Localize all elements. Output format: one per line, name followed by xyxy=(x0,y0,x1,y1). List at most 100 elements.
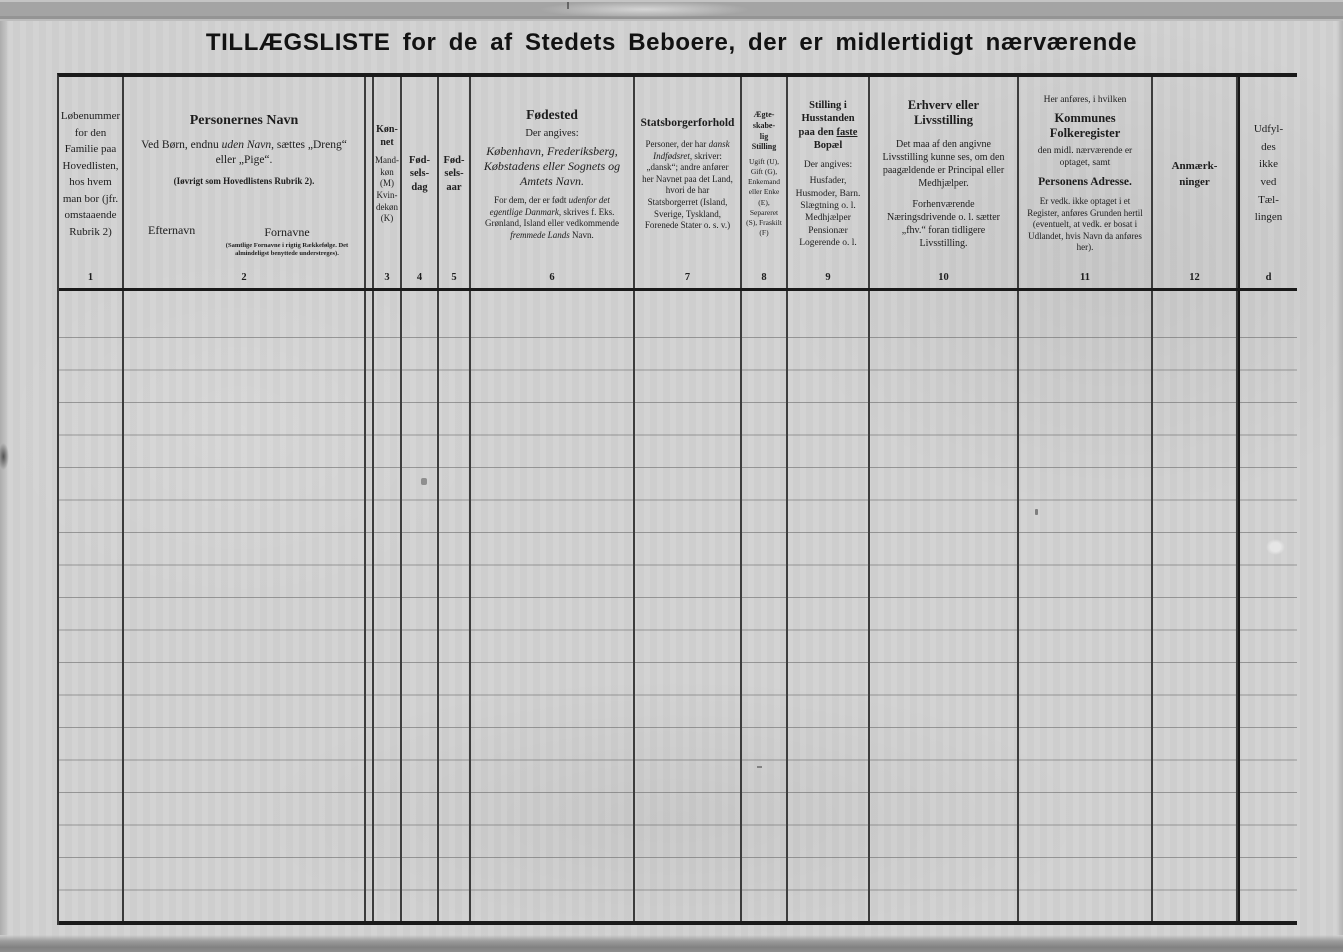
column-header-anmaerkninger: Anmærk- ninger 12 xyxy=(1153,77,1238,288)
title-line: skabe- xyxy=(752,120,776,130)
title-line: sels- xyxy=(409,168,430,180)
body-column-foedested xyxy=(471,291,635,921)
column-number: 11 xyxy=(1080,272,1090,283)
address-title: Personens Adresse. xyxy=(1038,176,1132,189)
scan-artifact-top-speck xyxy=(567,2,569,9)
body-column-koennet xyxy=(374,291,402,921)
title-underlined: faste xyxy=(836,126,858,138)
efternavn-label: Efternavn xyxy=(148,223,196,237)
scan-artifact-speck xyxy=(1035,509,1038,515)
blank-row-lines xyxy=(59,337,1297,921)
scan-edge-left xyxy=(0,21,9,935)
column-number: 1 xyxy=(87,272,94,283)
naming-rule: Ved Børn, endnu uden Navn, sættes „Dreng… xyxy=(126,138,362,168)
column-number: 4 xyxy=(416,272,423,283)
column-number: 12 xyxy=(1189,272,1200,283)
double-rule-spacer xyxy=(366,77,374,288)
p-italic: fremmede Lands xyxy=(510,229,570,240)
column-number: 7 xyxy=(684,272,691,283)
body-column-loebenummer xyxy=(59,291,124,921)
column-title: Køn- net xyxy=(376,123,398,149)
column-paragraph: Personer, der har dansk Indfødsret, skri… xyxy=(637,139,738,231)
name-sublabels: Efternavn Fornavne (Samtlige Fornavne i … xyxy=(124,223,364,271)
column-number: 10 xyxy=(938,272,949,283)
column-subtitle: Der angives: xyxy=(803,160,853,171)
census-table: Løbenummer for den Familie paa Hovedlist… xyxy=(57,73,1297,925)
body-column-udfyldes-ikke xyxy=(1238,291,1297,921)
column-paragraph: Er vedk. ikke optaget i et Register, anf… xyxy=(1027,196,1143,253)
column-header-loebenummer: Løbenummer for den Familie paa Hovedlist… xyxy=(59,77,124,288)
column-header-erhverv: Erhverv eller Livsstilling Det maa af de… xyxy=(870,77,1019,288)
column-header-stilling-i-husstanden: Stilling i Husstanden paa den faste Bopæ… xyxy=(788,77,870,288)
column-header-koennet: Køn- net Mand- køn (M) Kvin- dekøn (K) 3 xyxy=(374,77,402,288)
title-line: dag xyxy=(411,181,428,193)
p-text: skriver: „dansk“; andre anfører her Navn… xyxy=(642,150,733,231)
title-line: ninger xyxy=(1179,176,1210,188)
column-title: Erhverv eller Livsstilling xyxy=(907,98,980,127)
fornavne-label: Fornavne xyxy=(264,225,310,239)
column-title: Statsborgerforhold xyxy=(640,117,735,130)
column-note: (Iøvrigt som Hovedlistens Rubrik 2). xyxy=(173,175,315,186)
column-header-statsborgerforhold: Statsborgerforhold Personer, der har dan… xyxy=(635,77,742,288)
place-examples: København, Frederiksberg, Købstadens ell… xyxy=(483,144,621,189)
body-column-aegteskabelig xyxy=(742,291,788,921)
body-column-statsborgerforhold xyxy=(635,291,742,921)
sub-line: (K) xyxy=(380,213,394,224)
title-text: Bopæl xyxy=(813,140,843,152)
column-title: Anmærk- ninger xyxy=(1172,158,1218,191)
title-line: Fød- xyxy=(409,154,430,166)
title-line: des xyxy=(1261,140,1276,153)
column-title: Udfyl- des ikke ved Tæl- lingen xyxy=(1254,121,1283,227)
column-header-foedselsaar: Fød- sels- aar 5 xyxy=(439,77,471,288)
rule-text: Ved Børn, endnu xyxy=(141,138,222,151)
sub-line: dekøn xyxy=(376,201,398,212)
title-line: lig xyxy=(759,131,769,141)
body-column-foedselsaar xyxy=(439,291,471,921)
scan-artifact-small-mark xyxy=(421,478,427,485)
register-pre: Her anføres, i hvilken xyxy=(1043,95,1127,106)
role-line: Husfader, Husmoder, Barn. xyxy=(795,176,861,199)
title-line: Fød- xyxy=(443,154,465,166)
sub-line: køn xyxy=(380,166,394,177)
sub-line: (M) xyxy=(380,178,394,189)
column-header-aegteskabelig-stilling: Ægte- skabe- lig Stilling Ugift (U), Gif… xyxy=(742,77,788,288)
body-column-folkeregister xyxy=(1019,291,1153,921)
column-subtitle: Der angives: xyxy=(525,127,579,139)
column-number: 9 xyxy=(825,272,831,283)
column-header-personernes-navn: Personernes Navn Ved Børn, endnu uden Na… xyxy=(124,77,366,288)
title-line: Anmærk- xyxy=(1171,159,1218,172)
column-number: 3 xyxy=(384,272,390,283)
body-column-navn xyxy=(124,291,366,921)
scan-artifact-dash xyxy=(757,766,762,768)
role-line: Medhjælper xyxy=(805,213,851,224)
title-line: ikke xyxy=(1259,158,1278,171)
title-line: Ægte- xyxy=(753,109,775,119)
title-text: Stilling i Husstanden paa den xyxy=(798,99,855,138)
title-line: lingen xyxy=(1254,211,1283,224)
table-header-row: Løbenummer for den Familie paa Hovedlist… xyxy=(59,77,1297,291)
title-line: Stilling xyxy=(751,142,777,152)
role-line: Logerende o. l. xyxy=(799,238,857,249)
title-line: aar xyxy=(446,181,462,193)
table-body xyxy=(59,291,1297,925)
column-subtext: Mand- køn (M) Kvin- dekøn (K) xyxy=(375,155,399,224)
household-roles: Husfader, Husmoder, Barn. Slægtning o. l… xyxy=(790,175,866,249)
body-column-anmaerkninger xyxy=(1153,291,1238,921)
column-number: 6 xyxy=(549,272,555,283)
title-line: ved xyxy=(1260,176,1277,188)
scan-edge-right xyxy=(1336,21,1343,935)
title-line: Køn- xyxy=(376,124,398,136)
title-line: Udfyl- xyxy=(1253,123,1284,136)
title-line: Tæl- xyxy=(1258,193,1279,206)
column-number: 8 xyxy=(761,272,767,283)
rule-text-end: , sættes „Dreng“ eller „Pige“. xyxy=(215,138,347,166)
scan-artifact-white-spot xyxy=(1266,539,1285,555)
body-column-husstand xyxy=(788,291,870,921)
column-number: 5 xyxy=(451,272,457,283)
role-line: Slægtning o. l. xyxy=(800,201,856,212)
column-title: Stilling i Husstanden paa den faste Bopæ… xyxy=(790,99,866,154)
column-number: 2 xyxy=(241,272,247,283)
column-text: Løbenummer for den Familie paa Hovedlist… xyxy=(60,110,121,238)
scan-edge-top xyxy=(0,0,1343,21)
